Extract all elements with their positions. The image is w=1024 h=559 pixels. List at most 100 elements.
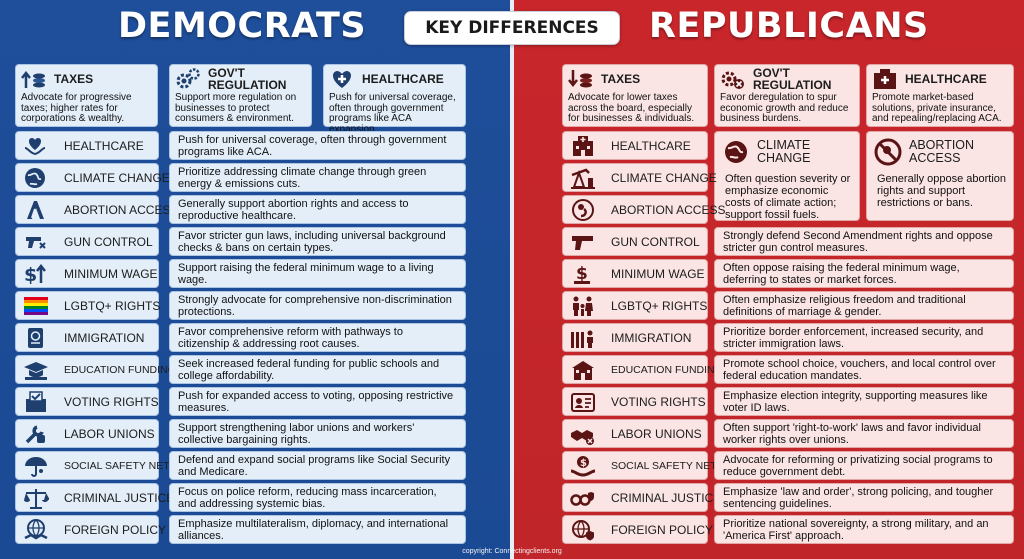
- school-house-icon: [569, 358, 597, 382]
- row-label: LABOR UNIONS: [64, 426, 155, 441]
- dem-row-value-card: Favor stricter gun laws, including unive…: [169, 227, 466, 256]
- rep-row-label-card: HEALTHCARE: [562, 131, 708, 160]
- ballot-box-icon: [22, 390, 50, 414]
- rep-climate-card: CLIMATE CHANGE Often question severity o…: [714, 131, 860, 221]
- handshake-cross-icon: [569, 422, 597, 446]
- rep-top-title: HEALTHCARE: [905, 72, 987, 86]
- rep-row-label-card: IMMIGRATION: [562, 323, 708, 352]
- dem-row-label-card: SOCIAL SAFETY NET: [15, 451, 170, 480]
- voter-id-icon: [569, 390, 597, 414]
- republicans-title: REPUBLICANS: [649, 6, 929, 46]
- svg-text:$: $: [576, 264, 588, 284]
- rep-row-label-card: CRIMINAL JUSTICE: [562, 483, 721, 512]
- row-label: VOTING RIGHTS: [611, 394, 706, 409]
- row-label: CRIMINAL JUSTICE: [64, 490, 175, 505]
- republicans-panel: REPUBLICANS TAXES Advocate for lower tax…: [514, 0, 1024, 559]
- row-label: EDUCATION FUNDING: [64, 363, 176, 376]
- dem-row-label-card: CRIMINAL JUSTICE: [15, 483, 174, 512]
- rep-row-label-card: $ MINIMUM WAGE: [562, 259, 708, 288]
- row-label: LABOR UNIONS: [611, 426, 702, 441]
- dem-row-label-card: LGBTQ+ RIGHTS: [15, 291, 160, 320]
- rep-row-value-card: Often oppose raising the federal minimum…: [714, 259, 1014, 288]
- row-label: GUN CONTROL: [64, 234, 153, 249]
- fetus-icon: [569, 198, 597, 222]
- no-abortion-icon: [873, 137, 903, 167]
- rep-top-title: GOV'T REGULATION: [753, 66, 832, 92]
- dem-row-value-card: Prioritize addressing climate change thr…: [169, 163, 466, 192]
- dem-row-value-card: Support raising the federal minimum wage…: [169, 259, 466, 288]
- rep-row-label-card: GUN CONTROL: [562, 227, 708, 256]
- dem-top-title: TAXES: [54, 72, 94, 86]
- rep-row-label-card: CLIMATE CHANGE: [562, 163, 717, 192]
- handcuffs-badge-icon: [569, 486, 597, 510]
- rep-row-value-card: Often emphasize religious freedom and tr…: [714, 291, 1014, 320]
- globe-handshake-icon: [22, 518, 50, 542]
- dem-top-title: GOV'T REGULATION: [208, 66, 287, 92]
- dem-row-value-card: Push for universal coverage, often throu…: [169, 131, 466, 160]
- dem-top-card-taxes: TAXES Advocate for progressive taxes; hi…: [15, 64, 158, 127]
- svg-text:$: $: [24, 264, 37, 286]
- scales-icon: [22, 486, 50, 510]
- row-label: LGBTQ+ RIGHTS: [611, 298, 708, 313]
- rep-top-desc: Promote market-based solutions, private …: [872, 92, 1002, 124]
- dollar-down-icon: $: [569, 262, 597, 286]
- dem-row-label-card: HEALTHCARE: [15, 131, 159, 160]
- rainbow-flag-icon: [22, 294, 50, 318]
- dem-row-label-card: IMMIGRATION: [15, 323, 159, 352]
- dem-row-value-card: Generally support abortion rights and ac…: [169, 195, 466, 224]
- dem-top-desc: Push for universal coverage, often throu…: [329, 92, 456, 135]
- dem-row-value-card: Support strengthening labor unions and w…: [169, 419, 466, 448]
- row-label: SOCIAL SAFETY NET: [64, 459, 170, 472]
- rep-top-card-taxes: TAXES Advocate for lower taxes across th…: [562, 64, 708, 127]
- democrats-title: DEMOCRATS: [118, 6, 367, 46]
- gears-cross-icon: [719, 67, 747, 91]
- rep-top-desc: Favor deregulation to spur economic grow…: [720, 92, 849, 124]
- globe-leaf-icon: [22, 166, 50, 190]
- dem-row-value-card: Favor comprehensive reform with pathways…: [169, 323, 466, 352]
- graduation-cap-icon: [22, 358, 50, 382]
- rep-row-label-card: LABOR UNIONS: [562, 419, 708, 448]
- rep-row-label-card: LGBTQ+ RIGHTS: [562, 291, 708, 320]
- rep-row-value-card: Advocate for reforming or privatizing so…: [714, 451, 1014, 480]
- dem-row-value-card: Push for expanded access to voting, oppo…: [169, 387, 466, 416]
- dollar-up-icon: $: [22, 262, 50, 286]
- rep-row-label-card: EDUCATION FUNDING: [562, 355, 723, 384]
- dem-top-card-regulation: GOV'T REGULATION Support more regulation…: [169, 64, 312, 127]
- dem-top-title: HEALTHCARE: [362, 72, 444, 86]
- rep-top-card-regulation: GOV'T REGULATION Favor deregulation to s…: [714, 64, 860, 127]
- rep-row-value-card: Prioritize national sovereignty, a stron…: [714, 515, 1014, 544]
- umbrella-people-icon: [22, 454, 50, 478]
- rep-row-value-card: Emphasize 'law and order', strong polici…: [714, 483, 1014, 512]
- dem-top-card-healthcare: HEALTHCARE Push for universal coverage, …: [323, 64, 466, 134]
- copyright-text: copyright: Connectingclients.org: [462, 548, 562, 555]
- rep-big-title: CLIMATE CHANGE: [757, 138, 811, 165]
- rep-big-desc: Often question severity or emphasize eco…: [725, 173, 851, 221]
- dem-row-label-card: ABORTION ACCESS: [15, 195, 178, 224]
- row-label: CLIMATE CHANGE: [611, 170, 717, 185]
- arrow-down-coins-icon: [567, 67, 595, 91]
- row-label: FOREIGN POLICY: [611, 522, 714, 537]
- rep-row-label-card: VOTING RIGHTS: [562, 387, 708, 416]
- hospital-icon: [871, 67, 899, 91]
- dollar-hands-icon: $: [569, 454, 597, 478]
- copyright-footer: copyright: Connectingclients.org: [0, 548, 1024, 555]
- rep-row-value-card: Prioritize border enforcement, increased…: [714, 323, 1014, 352]
- dem-row-value-card: Defend and expand social programs like S…: [169, 451, 466, 480]
- row-label: IMMIGRATION: [64, 330, 145, 345]
- rep-row-value-card: Emphasize election integrity, supporting…: [714, 387, 1014, 416]
- dem-row-value-card: Focus on police reform, reducing mass in…: [169, 483, 466, 512]
- row-label: EDUCATION FUNDING: [611, 363, 723, 376]
- rep-row-value-card: Promote school choice, vouchers, and loc…: [714, 355, 1014, 384]
- dem-row-label-card: LABOR UNIONS: [15, 419, 159, 448]
- row-label: HEALTHCARE: [64, 138, 144, 153]
- rep-row-label-card: ABORTION ACCESS: [562, 195, 725, 224]
- dem-row-label-card: CLIMATE CHANGE: [15, 163, 170, 192]
- dem-top-desc: Advocate for progressive taxes; higher r…: [21, 92, 132, 124]
- row-label: MINIMUM WAGE: [611, 266, 705, 281]
- rep-big-desc: Generally oppose abortion rights and sup…: [877, 173, 1007, 209]
- rep-row-label-card: $ SOCIAL SAFETY NET: [562, 451, 717, 480]
- row-label: IMMIGRATION: [611, 330, 692, 345]
- rep-row-value-card: Strongly defend Second Amendment rights …: [714, 227, 1014, 256]
- globe-industry-icon: [721, 137, 751, 167]
- democrats-panel: DEMOCRATS TAXES Advocate for progressive…: [0, 0, 510, 559]
